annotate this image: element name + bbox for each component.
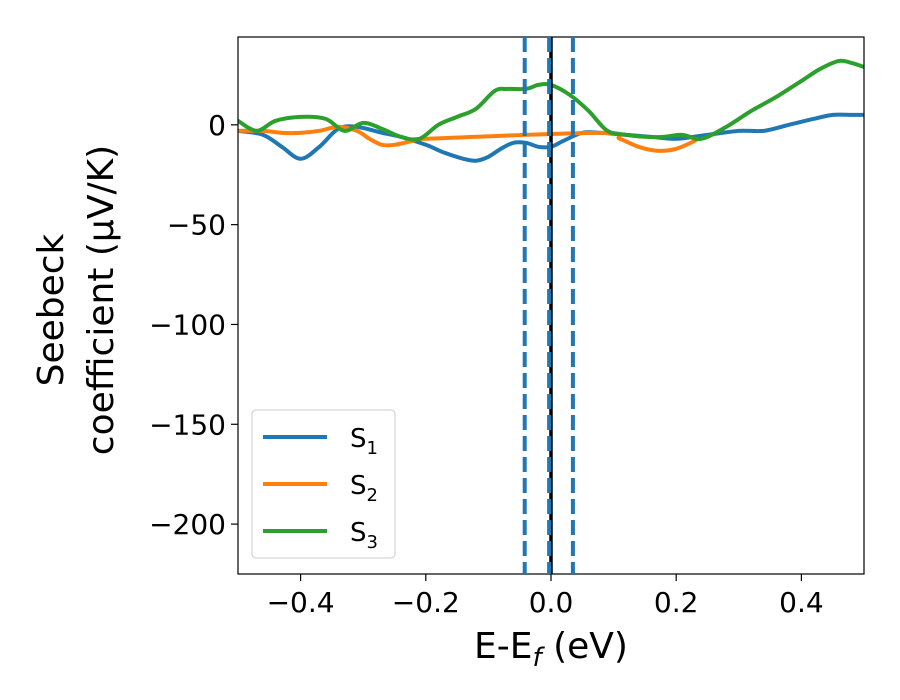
y-axis-label-line-2: coefficient (μV/K) <box>81 145 122 455</box>
x-tick-label: 0.2 <box>654 586 699 619</box>
y-tick-label: 0 <box>208 109 226 142</box>
x-tick-label: 0.0 <box>529 586 574 619</box>
y-tick-label: −200 <box>149 508 226 541</box>
x-axis-label: E-Ef (eV) <box>474 626 628 673</box>
y-axis-label: Seebeck coefficient (μV/K) <box>31 145 122 455</box>
reference-lines <box>522 37 575 574</box>
y-tick-label: −50 <box>167 209 226 242</box>
legend-label-s2: S2 <box>350 471 378 506</box>
series-line-s2 <box>238 124 697 153</box>
legend: S1 S2 S3 <box>251 409 396 559</box>
x-tick-label: 0.4 <box>779 586 824 619</box>
x-tick-label: −0.2 <box>392 586 460 619</box>
legend-label-s1: S1 <box>350 424 378 459</box>
series-line-s3 <box>238 58 864 142</box>
y-tick-label: −100 <box>149 308 226 341</box>
y-axis-ticks: 0 −50 −100 −150 −200 <box>149 109 238 541</box>
x-axis-ticks: −0.4 −0.2 0.0 0.2 0.4 <box>267 574 824 619</box>
y-axis-label-line-1: Seebeck <box>31 233 72 386</box>
y-tick-label: −150 <box>149 408 226 441</box>
legend-label-s3: S3 <box>350 518 378 553</box>
x-tick-label: −0.4 <box>267 586 335 619</box>
